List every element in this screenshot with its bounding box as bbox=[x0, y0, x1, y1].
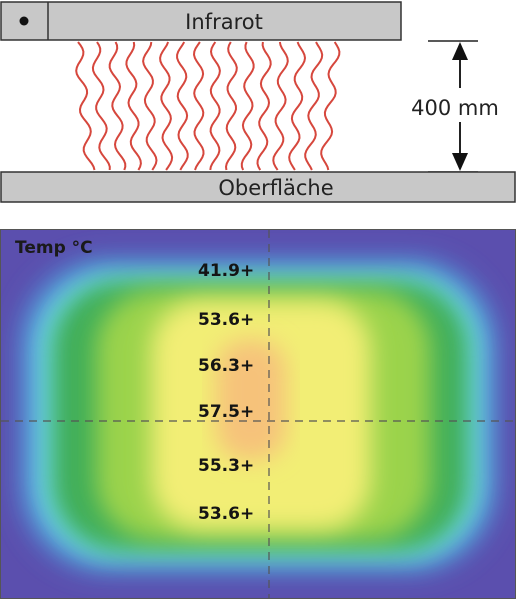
temperature-reading: 41.9+ bbox=[198, 261, 255, 281]
radiation-wave bbox=[108, 41, 127, 171]
radiation-wave bbox=[304, 41, 324, 171]
heater-diagram: Infrarot 400 mm Oberfläche bbox=[0, 1, 516, 203]
radiation-wave bbox=[224, 41, 238, 171]
radiation-wave bbox=[176, 41, 189, 171]
surface-label: Oberfläche bbox=[218, 176, 333, 200]
radiation-waves bbox=[75, 41, 341, 171]
radiation-wave bbox=[240, 41, 255, 171]
temp-legend-label: Temp °C bbox=[15, 238, 93, 258]
arrow-down-icon bbox=[452, 153, 468, 171]
distance-label: 400 mm bbox=[411, 96, 499, 120]
temperature-reading: 57.5+ bbox=[198, 402, 255, 422]
radiation-wave bbox=[288, 41, 307, 171]
temperature-reading: 56.3+ bbox=[198, 356, 255, 376]
radiation-wave bbox=[159, 41, 174, 171]
thermal-heatmap bbox=[1, 230, 515, 598]
thermal-image: Temp °C 41.9+ 53.6+ 56.3+ 57.5+ 55.3+ 53… bbox=[0, 229, 516, 599]
temperature-reading: 53.6+ bbox=[198, 310, 255, 330]
surface-bar bbox=[0, 171, 516, 203]
radiation-wave bbox=[142, 41, 158, 171]
power-dot-icon bbox=[19, 16, 29, 26]
radiation-wave bbox=[192, 41, 205, 171]
arrow-up-icon bbox=[452, 42, 468, 60]
heater-bar bbox=[0, 1, 402, 41]
radiation-wave bbox=[320, 41, 341, 171]
radiation-wave bbox=[75, 41, 96, 171]
temperature-reading: 55.3+ bbox=[198, 456, 255, 476]
radiation-wave bbox=[256, 41, 272, 171]
radiation-wave bbox=[209, 41, 221, 171]
heater-label: Infrarot bbox=[185, 10, 263, 34]
radiation-wave bbox=[125, 41, 142, 171]
temperature-reading: 53.6+ bbox=[198, 504, 255, 524]
radiation-wave bbox=[272, 41, 289, 171]
radiation-wave bbox=[91, 41, 111, 171]
